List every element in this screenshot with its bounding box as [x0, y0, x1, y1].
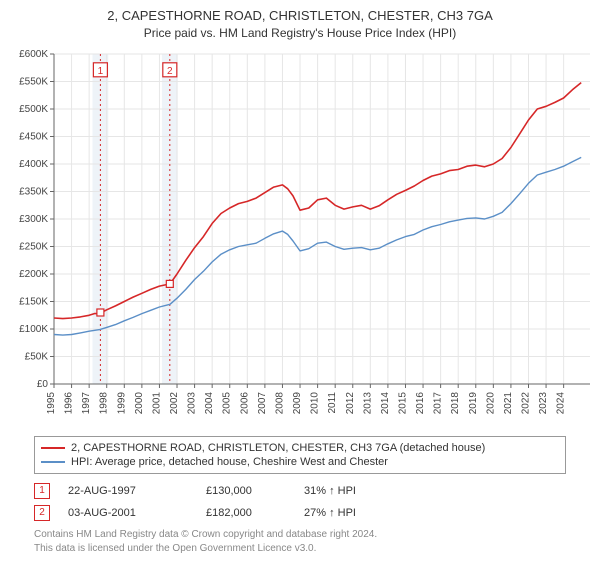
chart-svg: £0 £50K £100K £150K £200K £250K £300K £350K £400…: [0, 44, 600, 430]
y-tick-label: £450K: [19, 132, 48, 143]
x-tick-label: 2003: [187, 392, 198, 415]
y-tick-label: £400K: [19, 159, 48, 170]
sales-date: 22-AUG-1997: [68, 485, 188, 497]
y-tick-label: £50K: [25, 352, 49, 363]
legend-box: 2, CAPESTHORNE ROAD, CHRISTLETON, CHESTE…: [34, 436, 566, 474]
sales-price: £130,000: [206, 485, 286, 497]
sales-date: 03-AUG-2001: [68, 507, 188, 519]
sale-index-label: 1: [98, 66, 104, 77]
footnote-line2: This data is licensed under the Open Gov…: [34, 542, 566, 556]
x-tick-label: 2012: [345, 392, 356, 415]
x-tick-label: 2020: [485, 392, 496, 415]
page-root: 2, CAPESTHORNE ROAD, CHRISTLETON, CHESTE…: [0, 0, 600, 555]
sales-marker: 1: [34, 483, 50, 499]
legend-item: 2, CAPESTHORNE ROAD, CHRISTLETON, CHESTE…: [41, 441, 559, 455]
x-tick-label: 2001: [151, 392, 162, 415]
x-tick-label: 2023: [538, 392, 549, 415]
y-tick-label: £200K: [19, 269, 48, 280]
sales-price: £182,000: [206, 507, 286, 519]
legend-label: 2, CAPESTHORNE ROAD, CHRISTLETON, CHESTE…: [71, 442, 485, 454]
sales-marker: 2: [34, 505, 50, 521]
x-tick-label: 2000: [134, 392, 145, 415]
x-tick-label: 2011: [327, 392, 338, 414]
y-tick-label: £350K: [19, 187, 48, 198]
x-tick-label: 2017: [433, 392, 444, 415]
sales-pct: 27% ↑ HPI: [304, 507, 394, 519]
x-tick-label: 2010: [310, 392, 321, 415]
sales-row: 1 22-AUG-1997 £130,000 31% ↑ HPI: [34, 480, 566, 502]
x-tick-label: 2007: [257, 392, 268, 415]
chart-area: £0 £50K £100K £150K £200K £250K £300K £350K £400…: [0, 44, 600, 430]
x-tick-label: 1995: [46, 392, 57, 415]
x-tick-label: 2016: [415, 392, 426, 415]
x-tick-label: 2018: [450, 392, 461, 415]
sales-row: 2 03-AUG-2001 £182,000 27% ↑ HPI: [34, 502, 566, 524]
x-tick-label: 1996: [64, 392, 75, 415]
x-tick-label: 2009: [292, 392, 303, 415]
x-tick-label: 2004: [204, 392, 215, 415]
x-tick-label: 2013: [362, 392, 373, 415]
x-tick-label: 2022: [520, 392, 531, 415]
chart-title-line1: 2, CAPESTHORNE ROAD, CHRISTLETON, CHESTE…: [10, 8, 590, 23]
y-tick-label: £250K: [19, 242, 48, 253]
sale-marker: [166, 280, 173, 287]
x-tick-label: 2021: [503, 392, 514, 415]
y-tick-label: £600K: [19, 49, 48, 60]
sales-table: 1 22-AUG-1997 £130,000 31% ↑ HPI 2 03-AUG-200…: [34, 480, 566, 524]
sales-pct: 31% ↑ HPI: [304, 485, 394, 497]
chart-title-line2: Price paid vs. HM Land Registry's House …: [10, 26, 590, 40]
x-tick-label: 2005: [222, 392, 233, 415]
y-tick-label: £300K: [19, 214, 48, 225]
legend-item: HPI: Average price, detached house, Ches…: [41, 455, 559, 469]
footnote-line1: Contains HM Land Registry data © Crown c…: [34, 528, 566, 542]
sale-index-label: 2: [167, 66, 173, 77]
legend-swatch: [41, 447, 65, 449]
y-tick-label: £500K: [19, 104, 48, 115]
chart-title-block: 2, CAPESTHORNE ROAD, CHRISTLETON, CHESTE…: [0, 0, 600, 44]
x-tick-label: 2006: [239, 392, 250, 415]
x-tick-label: 2019: [468, 392, 479, 415]
y-tick-label: £0: [37, 379, 49, 390]
x-tick-label: 1999: [116, 392, 127, 415]
x-tick-label: 1998: [99, 392, 110, 415]
x-tick-label: 2015: [397, 392, 408, 415]
x-tick-label: 1997: [81, 392, 92, 415]
x-tick-label: 2014: [380, 392, 391, 415]
x-tick-label: 2002: [169, 392, 180, 415]
y-tick-label: £100K: [19, 324, 48, 335]
y-tick-label: £150K: [19, 297, 48, 308]
legend-label: HPI: Average price, detached house, Ches…: [71, 456, 388, 468]
sale-marker: [97, 309, 104, 316]
x-tick-label: 2008: [274, 392, 285, 415]
footnote: Contains HM Land Registry data © Crown c…: [34, 528, 566, 555]
y-tick-label: £550K: [19, 77, 48, 88]
x-tick-label: 2024: [556, 392, 567, 415]
legend-swatch: [41, 461, 65, 463]
